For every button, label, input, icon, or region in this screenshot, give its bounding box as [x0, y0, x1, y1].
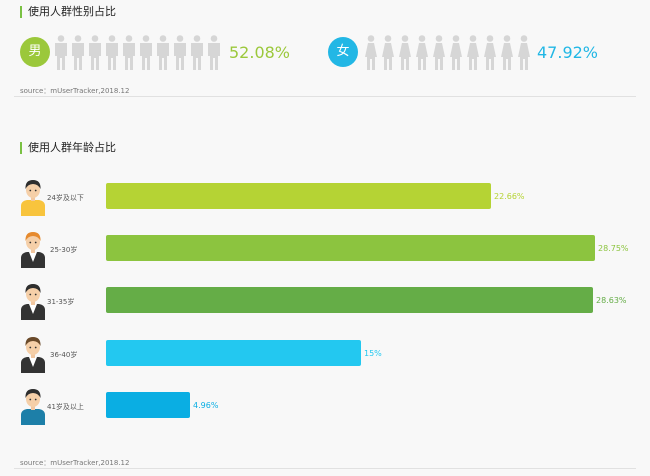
age-category-label: 24岁及以下 — [47, 194, 84, 202]
age-category-label: 36-40岁 — [50, 351, 78, 359]
male-person-icon — [106, 35, 118, 70]
female-person-icon — [399, 35, 411, 70]
person-avatar-icon — [21, 389, 45, 425]
age-value-label: 22.66% — [494, 192, 525, 201]
age-bar — [106, 392, 190, 418]
age-bar — [106, 340, 361, 366]
age-bar — [106, 235, 595, 261]
male-person-icon — [72, 35, 84, 70]
male-person-icon — [191, 35, 203, 70]
male-icon: 男 — [20, 37, 50, 67]
age-section-title: 使用人群年龄占比 — [20, 142, 116, 154]
age-bar — [106, 183, 491, 209]
female-person-icon — [416, 35, 428, 70]
age-value-label: 4.96% — [193, 401, 219, 410]
age-bar — [106, 287, 593, 313]
male-people-row — [55, 35, 220, 70]
female-person-icon — [433, 35, 445, 70]
age-category-label: 41岁及以上 — [47, 403, 84, 411]
male-person-icon — [157, 35, 169, 70]
person-avatar-icon — [21, 337, 45, 373]
gender-source: source：mUserTracker,2018.12 — [20, 87, 130, 95]
person-avatar-icon — [21, 232, 45, 268]
female-person-icon — [365, 35, 377, 70]
female-icon: 女 — [328, 37, 358, 67]
age-category-label: 25-30岁 — [50, 246, 78, 254]
female-person-icon — [484, 35, 496, 70]
male-person-icon — [123, 35, 135, 70]
age-value-label: 28.75% — [598, 244, 629, 253]
gender-section-title: 使用人群性别占比 — [20, 6, 116, 18]
age-source: source：mUserTracker,2018.12 — [20, 459, 130, 467]
male-person-icon — [174, 35, 186, 70]
male-person-icon — [89, 35, 101, 70]
female-people-row — [365, 35, 530, 70]
age-category-label: 31-35岁 — [47, 298, 75, 306]
age-value-label: 15% — [364, 349, 382, 358]
male-person-icon — [55, 35, 67, 70]
divider-bottom — [14, 468, 636, 469]
male-percent: 52.08% — [229, 43, 291, 62]
age-value-label: 28.63% — [596, 296, 627, 305]
divider-top — [14, 96, 636, 97]
female-percent: 47.92% — [537, 43, 599, 62]
female-person-icon — [467, 35, 479, 70]
male-person-icon — [140, 35, 152, 70]
person-avatar-icon — [21, 284, 45, 320]
female-person-icon — [518, 35, 530, 70]
female-person-icon — [501, 35, 513, 70]
male-person-icon — [208, 35, 220, 70]
female-person-icon — [382, 35, 394, 70]
female-person-icon — [450, 35, 462, 70]
person-avatar-icon — [21, 180, 45, 216]
